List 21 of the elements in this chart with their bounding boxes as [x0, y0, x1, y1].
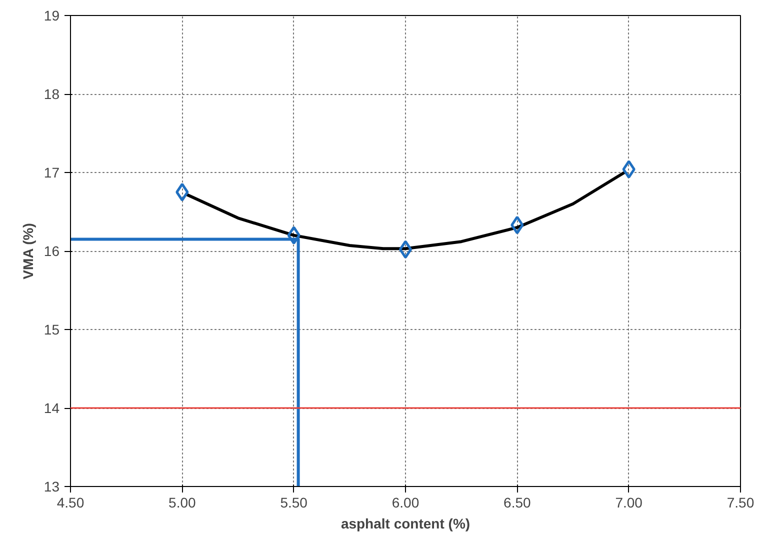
y-tick-label: 13 [44, 478, 60, 494]
x-tick-label: 7.50 [726, 494, 754, 510]
x-axis-title: asphalt content (%) [340, 516, 470, 532]
y-tick-label: 14 [44, 400, 60, 416]
y-tick-label: 16 [44, 243, 60, 259]
point [622, 160, 636, 179]
x-tick-label: 5.50 [280, 494, 308, 510]
x-tick-label: 5.00 [168, 494, 196, 510]
y-tick-label: 15 [44, 322, 60, 338]
point [176, 182, 189, 202]
point [287, 226, 300, 245]
y-tick-label: 17 [44, 164, 60, 180]
y-axis-title: VMA (%) [20, 223, 36, 280]
y-tick-label: 18 [44, 86, 60, 102]
x-tick-label: 6.50 [504, 494, 532, 510]
point [510, 216, 524, 234]
x-tick-label: 7.00 [615, 494, 643, 510]
y-tick-label: 19 [44, 8, 60, 24]
point [398, 240, 412, 259]
x-tick-label: 4.50 [56, 494, 84, 510]
x-tick-label: 6.00 [392, 494, 420, 510]
